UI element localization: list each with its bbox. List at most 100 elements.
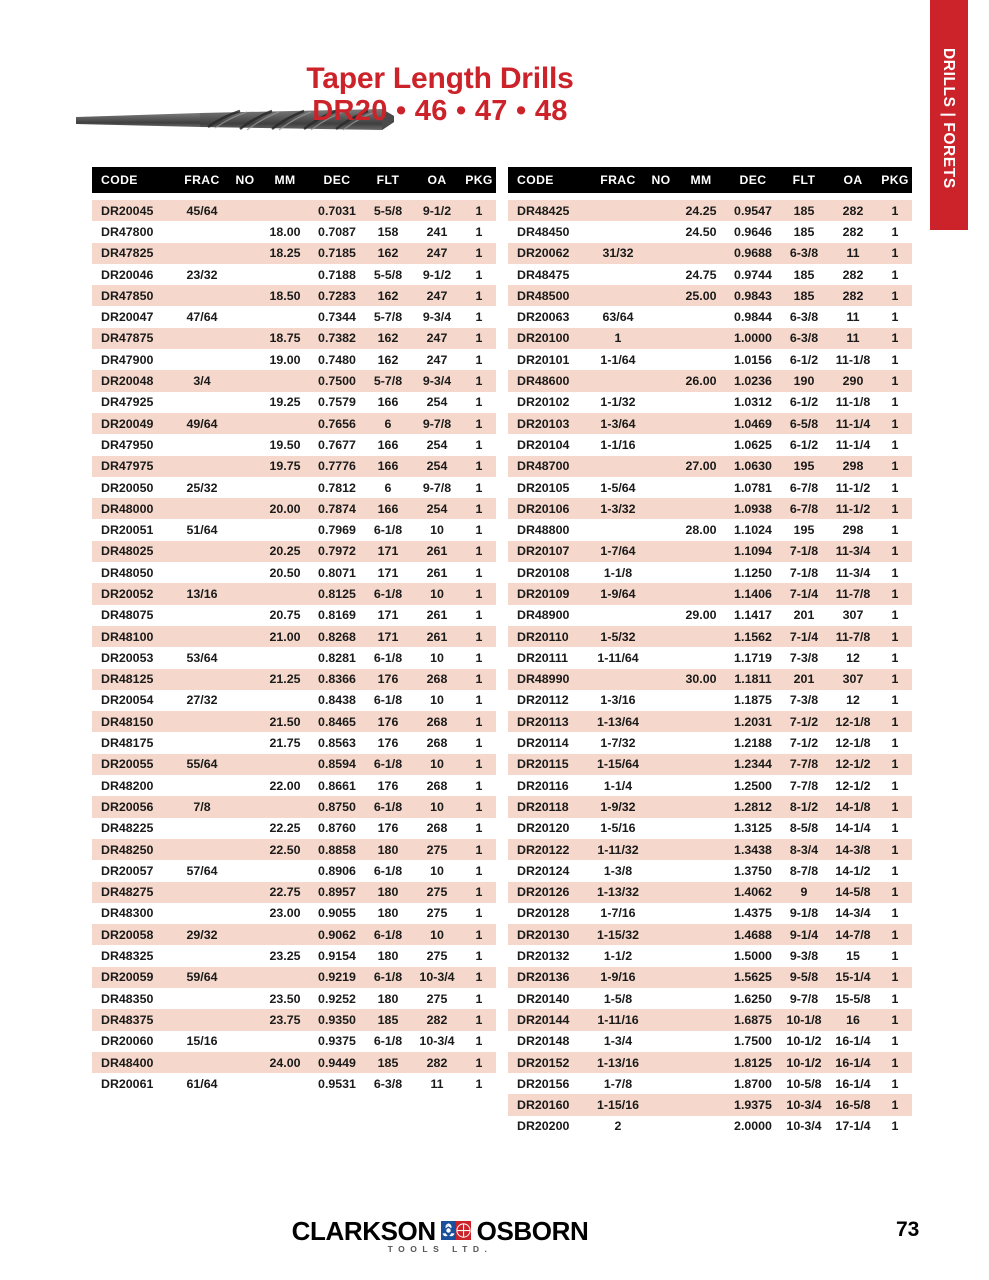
cell-dec: 1.0781 <box>726 476 780 499</box>
table-row[interactable]: DR20059 59/64 0.9219 6-1/8 10-3/4 1 <box>92 966 496 988</box>
table-row[interactable]: DR48125 21.25 0.8366 176 268 1 <box>92 668 496 690</box>
table-row[interactable]: DR47825 18.25 0.7185 162 247 1 <box>92 242 496 264</box>
table-row[interactable]: DR20124 1-3/8 1.3750 8-7/8 14-1/2 1 <box>508 860 912 882</box>
cell-flt: 166 <box>364 498 412 520</box>
table-row[interactable]: DR20063 63/64 0.9844 6-3/8 11 1 <box>508 306 912 328</box>
table-row[interactable]: DR20144 1-11/16 1.6875 10-1/8 16 1 <box>508 1009 912 1031</box>
table-row[interactable]: DR20156 1-7/8 1.8700 10-5/8 16-1/4 1 <box>508 1073 912 1095</box>
table-row[interactable]: DR48600 26.00 1.0236 190 290 1 <box>508 370 912 392</box>
table-row[interactable]: DR20128 1-7/16 1.4375 9-1/8 14-3/4 1 <box>508 902 912 925</box>
table-row[interactable]: DR20152 1-13/16 1.8125 10-1/2 16-1/4 1 <box>508 1051 912 1074</box>
table-row[interactable]: DR48375 23.75 0.9350 185 282 1 <box>92 1009 496 1031</box>
cell-dec: 0.8957 <box>310 881 364 903</box>
table-row[interactable]: DR20105 1-5/64 1.0781 6-7/8 11-1/2 1 <box>508 476 912 499</box>
table-row[interactable]: DR20052 13/16 0.8125 6-1/8 10 1 <box>92 583 496 605</box>
table-row[interactable]: DR48990 30.00 1.1811 201 307 1 <box>508 668 912 690</box>
table-row[interactable]: DR20106 1-3/32 1.0938 6-7/8 11-1/2 1 <box>508 498 912 520</box>
cell-pkg: 1 <box>878 732 912 754</box>
table-row[interactable]: DR20120 1-5/16 1.3125 8-5/8 14-1/4 1 <box>508 817 912 839</box>
table-row[interactable]: DR48225 22.25 0.8760 176 268 1 <box>92 817 496 839</box>
table-row[interactable]: DR48050 20.50 0.8071 171 261 1 <box>92 562 496 584</box>
table-row[interactable]: DR20116 1-1/4 1.2500 7-7/8 12-1/2 1 <box>508 775 912 797</box>
table-row[interactable]: DR48425 24.25 0.9547 185 282 1 <box>508 200 912 222</box>
table-row[interactable]: DR48500 25.00 0.9843 185 282 1 <box>508 285 912 307</box>
table-row[interactable]: DR20050 25/32 0.7812 6 9-7/8 1 <box>92 476 496 499</box>
table-row[interactable]: DR48200 22.00 0.8661 176 268 1 <box>92 775 496 797</box>
table-row[interactable]: DR48900 29.00 1.1417 201 307 1 <box>508 604 912 626</box>
table-row[interactable]: DR20103 1-3/64 1.0469 6-5/8 11-1/4 1 <box>508 412 912 435</box>
cell-dec: 1.4688 <box>726 924 780 946</box>
table-row[interactable]: DR20058 29/32 0.9062 6-1/8 10 1 <box>92 924 496 946</box>
table-row[interactable]: DR47975 19.75 0.7776 166 254 1 <box>92 455 496 477</box>
table-row[interactable]: DR20062 31/32 0.9688 6-3/8 11 1 <box>508 242 912 264</box>
table-row[interactable]: DR48275 22.75 0.8957 180 275 1 <box>92 881 496 903</box>
table-row[interactable]: DR47900 19.00 0.7480 162 247 1 <box>92 349 496 371</box>
table-row[interactable]: DR48250 22.50 0.8858 180 275 1 <box>92 838 496 861</box>
table-row[interactable]: DR20100 1 1.0000 6-3/8 11 1 <box>508 327 912 350</box>
cell-pkg: 1 <box>462 540 496 563</box>
table-row[interactable]: DR20200 2 2.0000 10-3/4 17-1/4 1 <box>508 1115 912 1138</box>
page-title-main: Taper Length Drills <box>306 62 574 95</box>
table-row[interactable]: DR47950 19.50 0.7677 166 254 1 <box>92 434 496 456</box>
table-row[interactable]: DR20056 7/8 0.8750 6-1/8 10 1 <box>92 796 496 818</box>
table-row[interactable]: DR20114 1-7/32 1.2188 7-1/2 12-1/8 1 <box>508 732 912 754</box>
table-row[interactable]: DR20136 1-9/16 1.5625 9-5/8 15-1/4 1 <box>508 966 912 988</box>
table-row[interactable]: DR48475 24.75 0.9744 185 282 1 <box>508 263 912 286</box>
table-row[interactable]: DR47850 18.50 0.7283 162 247 1 <box>92 285 496 307</box>
table-row[interactable]: DR48100 21.00 0.8268 171 261 1 <box>92 625 496 648</box>
table-row[interactable]: DR20130 1-15/32 1.4688 9-1/4 14-7/8 1 <box>508 924 912 946</box>
table-row[interactable]: DR48350 23.50 0.9252 180 275 1 <box>92 987 496 1010</box>
table-row[interactable]: DR48000 20.00 0.7874 166 254 1 <box>92 498 496 520</box>
table-row[interactable]: DR20113 1-13/64 1.2031 7-1/2 12-1/8 1 <box>508 711 912 733</box>
table-row[interactable]: DR20051 51/64 0.7969 6-1/8 10 1 <box>92 519 496 541</box>
table-row[interactable]: DR20055 55/64 0.8594 6-1/8 10 1 <box>92 753 496 776</box>
table-row[interactable]: DR20046 23/32 0.7188 5-5/8 9-1/2 1 <box>92 263 496 286</box>
table-row[interactable]: DR48300 23.00 0.9055 180 275 1 <box>92 902 496 925</box>
cell-code: DR20122 <box>508 838 590 861</box>
table-row[interactable]: DR48025 20.25 0.7972 171 261 1 <box>92 540 496 563</box>
table-row[interactable]: DR20102 1-1/32 1.0312 6-1/2 11-1/8 1 <box>508 391 912 413</box>
table-row[interactable]: DR47800 18.00 0.7087 158 241 1 <box>92 221 496 243</box>
table-row[interactable]: DR20110 1-5/32 1.1562 7-1/4 11-7/8 1 <box>508 625 912 648</box>
cell-code: DR20046 <box>92 263 174 286</box>
table-row[interactable]: DR20118 1-9/32 1.2812 8-1/2 14-1/8 1 <box>508 796 912 818</box>
table-row[interactable]: DR20057 57/64 0.8906 6-1/8 10 1 <box>92 860 496 882</box>
table-row[interactable]: DR20101 1-1/64 1.0156 6-1/2 11-1/8 1 <box>508 349 912 371</box>
table-row[interactable]: DR48450 24.50 0.9646 185 282 1 <box>508 221 912 243</box>
table-row[interactable]: DR20148 1-3/4 1.7500 10-1/2 16-1/4 1 <box>508 1030 912 1052</box>
cell-flt: 6-1/8 <box>364 1030 412 1052</box>
cell-oa: 261 <box>412 540 462 563</box>
table-row[interactable]: DR20054 27/32 0.8438 6-1/8 10 1 <box>92 689 496 712</box>
table-row[interactable]: DR20049 49/64 0.7656 6 9-7/8 1 <box>92 412 496 435</box>
table-row[interactable]: DR20111 1-11/64 1.1719 7-3/8 12 1 <box>508 647 912 669</box>
table-row[interactable]: DR48400 24.00 0.9449 185 282 1 <box>92 1051 496 1074</box>
table-row[interactable]: DR20108 1-1/8 1.1250 7-1/8 11-3/4 1 <box>508 562 912 584</box>
table-row[interactable]: DR20122 1-11/32 1.3438 8-3/4 14-3/8 1 <box>508 838 912 861</box>
table-row[interactable]: DR20126 1-13/32 1.4062 9 14-5/8 1 <box>508 881 912 903</box>
table-row[interactable]: DR20160 1-15/16 1.9375 10-3/4 16-5/8 1 <box>508 1094 912 1116</box>
table-row[interactable]: DR20112 1-3/16 1.1875 7-3/8 12 1 <box>508 689 912 712</box>
table-row[interactable]: DR20048 3/4 0.7500 5-7/8 9-3/4 1 <box>92 370 496 392</box>
cell-no <box>646 1094 676 1116</box>
table-row[interactable]: DR20104 1-1/16 1.0625 6-1/2 11-1/4 1 <box>508 434 912 456</box>
table-row[interactable]: DR20115 1-15/64 1.2344 7-7/8 12-1/2 1 <box>508 753 912 776</box>
table-row[interactable]: DR47925 19.25 0.7579 166 254 1 <box>92 391 496 413</box>
table-row[interactable]: DR20053 53/64 0.8281 6-1/8 10 1 <box>92 647 496 669</box>
cell-mm <box>676 902 726 925</box>
table-row[interactable]: DR20107 1-7/64 1.1094 7-1/8 11-3/4 1 <box>508 540 912 563</box>
table-row[interactable]: DR20047 47/64 0.7344 5-7/8 9-3/4 1 <box>92 306 496 328</box>
table-row[interactable]: DR48175 21.75 0.8563 176 268 1 <box>92 732 496 754</box>
cell-pkg: 1 <box>878 1030 912 1052</box>
table-row[interactable]: DR48700 27.00 1.0630 195 298 1 <box>508 455 912 477</box>
table-row[interactable]: DR20140 1-5/8 1.6250 9-7/8 15-5/8 1 <box>508 987 912 1010</box>
table-row[interactable]: DR20061 61/64 0.9531 6-3/8 11 1 <box>92 1073 496 1095</box>
table-row[interactable]: DR20045 45/64 0.7031 5-5/8 9-1/2 1 <box>92 200 496 222</box>
table-row[interactable]: DR48075 20.75 0.8169 171 261 1 <box>92 604 496 626</box>
table-row[interactable]: DR48150 21.50 0.8465 176 268 1 <box>92 711 496 733</box>
table-row[interactable]: DR48800 28.00 1.1024 195 298 1 <box>508 519 912 541</box>
table-row[interactable]: DR20109 1-9/64 1.1406 7-1/4 11-7/8 1 <box>508 583 912 605</box>
table-row[interactable]: DR47875 18.75 0.7382 162 247 1 <box>92 327 496 350</box>
table-row[interactable]: DR48325 23.25 0.9154 180 275 1 <box>92 945 496 967</box>
table-row[interactable]: DR20060 15/16 0.9375 6-1/8 10-3/4 1 <box>92 1030 496 1052</box>
table-row[interactable]: DR20132 1-1/2 1.5000 9-3/8 15 1 <box>508 945 912 967</box>
